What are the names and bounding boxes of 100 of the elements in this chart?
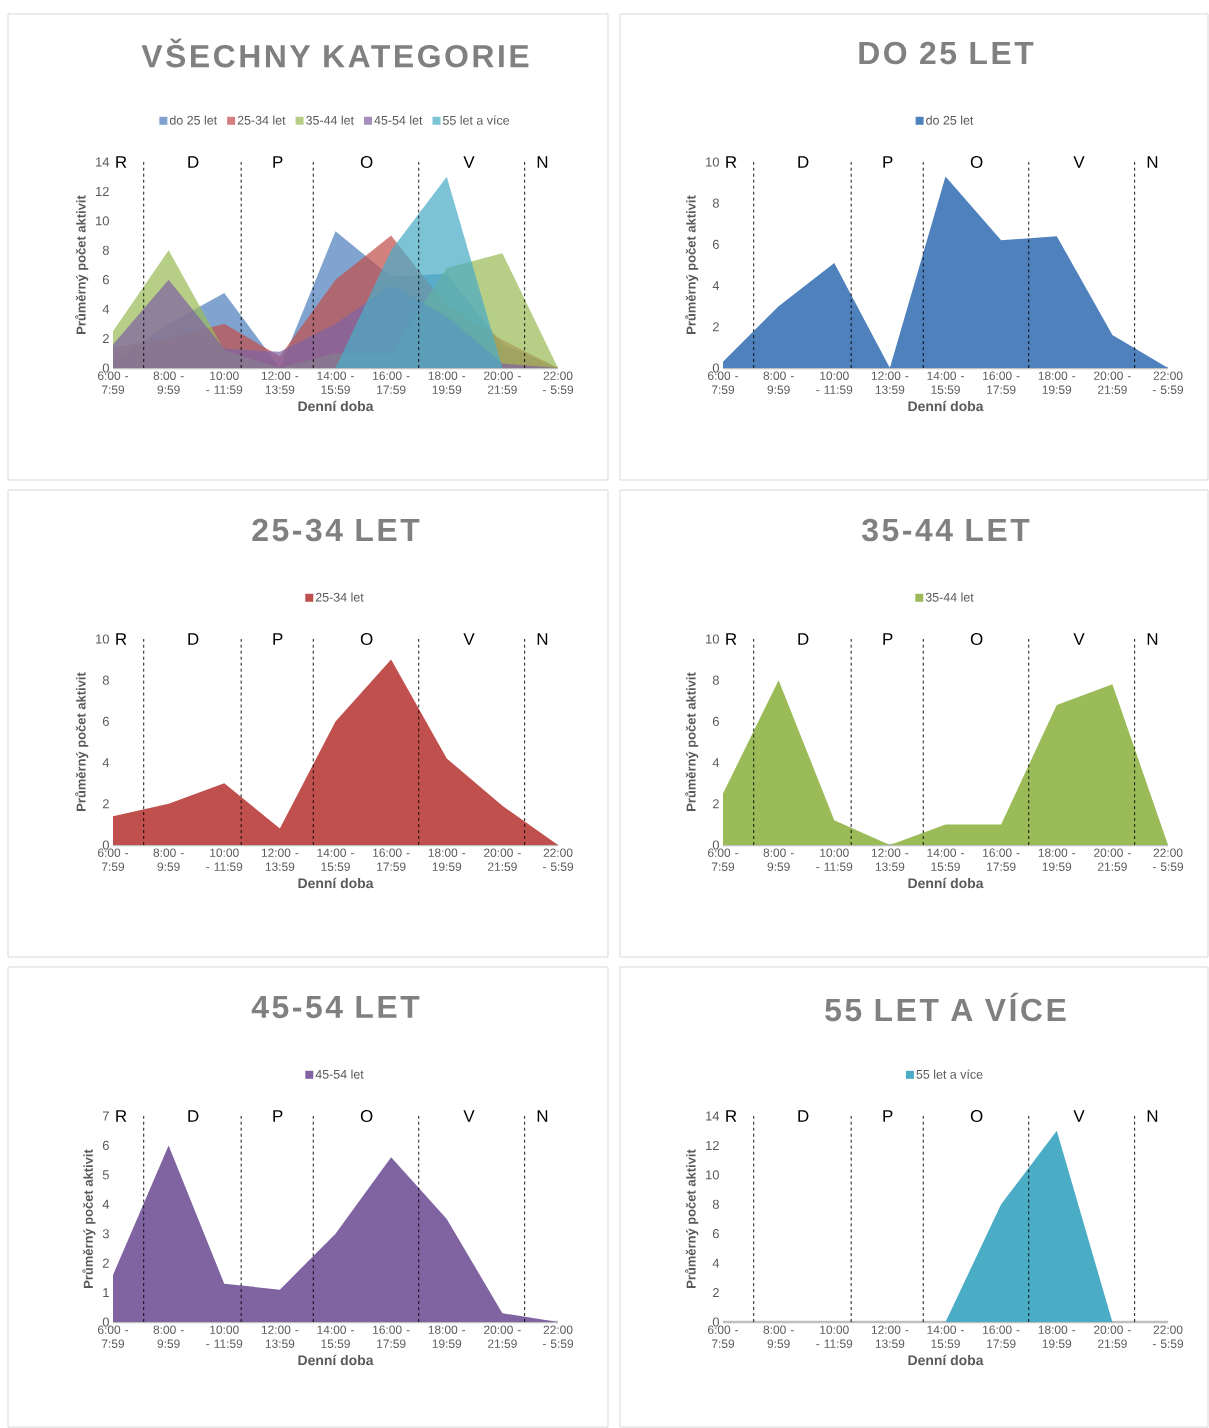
y-tick-label: 0 bbox=[712, 840, 719, 850]
y-axis-title: Průměrný počet aktivit bbox=[685, 1149, 699, 1288]
legend-label: do 25 let bbox=[169, 115, 218, 125]
x-tick-label: 10:00 - 11:59 bbox=[206, 371, 243, 394]
x-tick-label: 6:00 - 7:59 bbox=[708, 848, 739, 871]
y-tick-label: 10 bbox=[706, 1170, 719, 1180]
x-tick-label: 16:00 - 17:59 bbox=[373, 371, 410, 394]
y-tick-label: 3 bbox=[102, 1229, 109, 1239]
annotation: D bbox=[188, 1110, 199, 1122]
x-tick-label: 22:00 - 5:59 bbox=[1152, 1325, 1184, 1348]
legend-label: 55 let a více bbox=[916, 1069, 983, 1079]
y-tick-label: 7 bbox=[102, 1111, 109, 1121]
y-axis-title: Průměrný počet aktivit bbox=[75, 672, 89, 811]
y-tick-label: 10 bbox=[96, 634, 109, 644]
y-tick-label: 10 bbox=[706, 634, 719, 644]
y-tick-label: 8 bbox=[712, 198, 719, 208]
annotation: P bbox=[273, 1110, 283, 1122]
y-tick-label: 4 bbox=[102, 304, 110, 314]
annotation: O bbox=[970, 1110, 983, 1122]
chart-title: 35-44 LET bbox=[862, 518, 1030, 542]
annotation: O bbox=[360, 1110, 373, 1122]
annotation: D bbox=[798, 156, 809, 168]
annotation: V bbox=[1073, 156, 1085, 168]
annotation: N bbox=[1147, 156, 1158, 168]
annotation: V bbox=[463, 633, 475, 645]
x-tick-label: 12:00 - 13:59 bbox=[871, 848, 909, 871]
y-tick-label: 4 bbox=[102, 1199, 110, 1209]
y-tick-label: 8 bbox=[102, 245, 109, 255]
annotation: N bbox=[1147, 633, 1158, 645]
annotation: P bbox=[883, 633, 893, 645]
annotation: P bbox=[883, 156, 893, 168]
annotation: P bbox=[883, 1110, 893, 1122]
x-tick-label: 20:00 - 21:59 bbox=[1094, 848, 1131, 871]
annotation: O bbox=[360, 632, 373, 645]
y-tick-label: 6 bbox=[712, 1229, 719, 1239]
x-tick-label: 18:00 - 19:59 bbox=[1038, 371, 1076, 394]
y-tick-label: 6 bbox=[712, 239, 719, 249]
x-tick-label: 10:00 - 11:59 bbox=[816, 1325, 853, 1348]
y-tick-label: 10 bbox=[96, 216, 109, 226]
x-tick-label: 20:00 - 21:59 bbox=[484, 1325, 521, 1348]
annotation: O bbox=[970, 155, 983, 168]
x-tick-label: 22:00 - 5:59 bbox=[1152, 848, 1184, 871]
y-tick-label: 8 bbox=[712, 1199, 719, 1209]
y-tick-label: 4 bbox=[102, 758, 110, 768]
annotation: R bbox=[116, 156, 127, 168]
legend-label: 25-34 let bbox=[315, 592, 364, 602]
annotation: R bbox=[726, 1110, 737, 1122]
x-tick-label: 18:00 - 19:59 bbox=[428, 848, 466, 871]
x-tick-label: 12:00 - 13:59 bbox=[871, 1325, 909, 1348]
annotation: D bbox=[798, 1110, 809, 1122]
chart-title: VŠECHNY KATEGORIE bbox=[141, 38, 529, 68]
y-tick-label: 1 bbox=[103, 1288, 109, 1298]
y-axis-title: Průměrný počet aktivit bbox=[75, 195, 89, 334]
x-tick-label: 12:00 - 13:59 bbox=[871, 371, 909, 394]
annotation: V bbox=[1073, 633, 1085, 645]
annotation: V bbox=[463, 1110, 475, 1122]
y-tick-label: 10 bbox=[706, 157, 719, 167]
legend-label: 45-54 let bbox=[315, 1069, 364, 1079]
x-tick-label: 10:00 - 11:59 bbox=[816, 371, 853, 394]
x-tick-label: 12:00 - 13:59 bbox=[261, 371, 299, 394]
legend-label: do 25 let bbox=[926, 115, 974, 125]
annotation: N bbox=[537, 1110, 548, 1122]
y-axis-title: Průměrný počet aktivit bbox=[685, 195, 699, 334]
legend-label: 45-54 let bbox=[374, 115, 423, 125]
chart-title: 55 LET A VÍCE bbox=[825, 992, 1066, 1022]
x-tick-label: 18:00 - 19:59 bbox=[428, 371, 466, 394]
x-tick-label: 20:00 - 21:59 bbox=[484, 371, 521, 394]
y-tick-label: 2 bbox=[102, 1258, 109, 1268]
x-tick-label: 6:00 - 7:59 bbox=[97, 848, 129, 871]
y-tick-label: 6 bbox=[712, 716, 719, 726]
x-tick-label: 8:00 - 9:59 bbox=[153, 1325, 184, 1348]
y-tick-label: 0 bbox=[102, 1317, 109, 1327]
annotation: R bbox=[116, 633, 127, 645]
annotation: D bbox=[798, 633, 809, 645]
x-tick-label: 8:00 - 9:59 bbox=[153, 848, 184, 871]
y-tick-label: 2 bbox=[102, 799, 109, 809]
x-tick-label: 10:00 - 11:59 bbox=[816, 848, 853, 871]
y-axis-title: Průměrný počet aktivit bbox=[82, 1149, 96, 1288]
y-tick-label: 12 bbox=[706, 1140, 719, 1150]
x-tick-label: 14:00 - 15:59 bbox=[927, 1325, 964, 1348]
x-tick-label: 8:00 - 9:59 bbox=[763, 371, 794, 394]
x-tick-label: 16:00 - 17:59 bbox=[983, 848, 1020, 871]
x-tick-label: 6:00 - 7:59 bbox=[97, 371, 129, 394]
x-tick-label: 20:00 - 21:59 bbox=[1094, 1325, 1131, 1348]
chart-title: DO 25 LET bbox=[859, 41, 1034, 65]
annotation: O bbox=[360, 155, 373, 168]
x-axis-title: Denní doba bbox=[908, 1354, 984, 1366]
y-tick-label: 4 bbox=[712, 281, 720, 291]
y-tick-label: 8 bbox=[102, 675, 109, 685]
annotation: P bbox=[273, 156, 283, 168]
y-tick-label: 6 bbox=[102, 275, 109, 285]
x-tick-label: 20:00 - 21:59 bbox=[1094, 371, 1131, 394]
x-tick-label: 22:00 - 5:59 bbox=[542, 1325, 574, 1348]
x-tick-label: 6:00 - 7:59 bbox=[97, 1325, 129, 1348]
y-tick-label: 2 bbox=[712, 322, 719, 332]
x-tick-label: 16:00 - 17:59 bbox=[983, 371, 1020, 394]
annotation: R bbox=[726, 156, 737, 168]
y-tick-label: 6 bbox=[102, 1140, 109, 1151]
annotation: V bbox=[463, 156, 475, 168]
y-tick-label: 0 bbox=[102, 363, 109, 373]
